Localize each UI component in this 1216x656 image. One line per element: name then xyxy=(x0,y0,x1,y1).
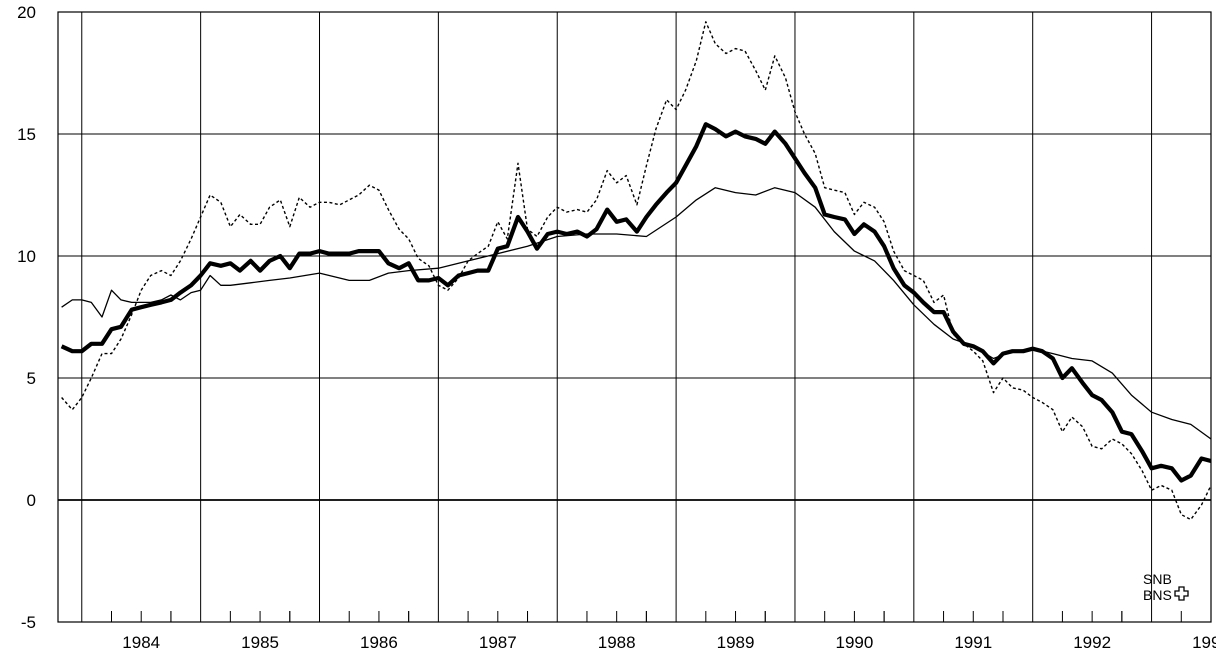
x-tick-label: 1990 xyxy=(835,633,873,652)
series-group xyxy=(60,21,1212,521)
y-tick-label: -5 xyxy=(21,613,36,632)
logo-line1: SNB xyxy=(1143,571,1172,587)
series-line-dotted xyxy=(61,21,1212,521)
x-tick-label: 1986 xyxy=(360,633,398,652)
x-tick-label: 1992 xyxy=(1073,633,1111,652)
logo: SNB BNS xyxy=(1143,571,1189,603)
series-line-thin-solid xyxy=(61,187,1212,440)
plot-frame xyxy=(57,11,1212,623)
x-axis-ticks: 1984 1985 1986 1987 1988 1989 1990 1991 1992 1993 xyxy=(110,611,1216,652)
y-tick-label: 5 xyxy=(27,369,36,388)
y-tick-label: 10 xyxy=(17,247,36,266)
x-tick-label: 1991 xyxy=(954,633,992,652)
x-tick-label: 1993 xyxy=(1192,633,1216,652)
x-tick-label: 1988 xyxy=(598,633,636,652)
y-tick-label: 0 xyxy=(27,491,36,510)
x-tick-label: 1989 xyxy=(717,633,755,652)
logo-line2: BNS xyxy=(1143,587,1172,603)
y-tick-label: 15 xyxy=(17,125,36,144)
x-tick-label: 1987 xyxy=(479,633,517,652)
y-tick-label: 20 xyxy=(17,3,36,22)
swiss-cross-icon xyxy=(1174,586,1189,601)
x-tick-label: 1984 xyxy=(122,633,160,652)
series-line-thick-solid xyxy=(60,122,1212,483)
grid xyxy=(57,11,1212,623)
y-axis-ticks: -5 0 5 10 15 20 xyxy=(17,3,36,632)
x-tick-label: 1985 xyxy=(241,633,279,652)
